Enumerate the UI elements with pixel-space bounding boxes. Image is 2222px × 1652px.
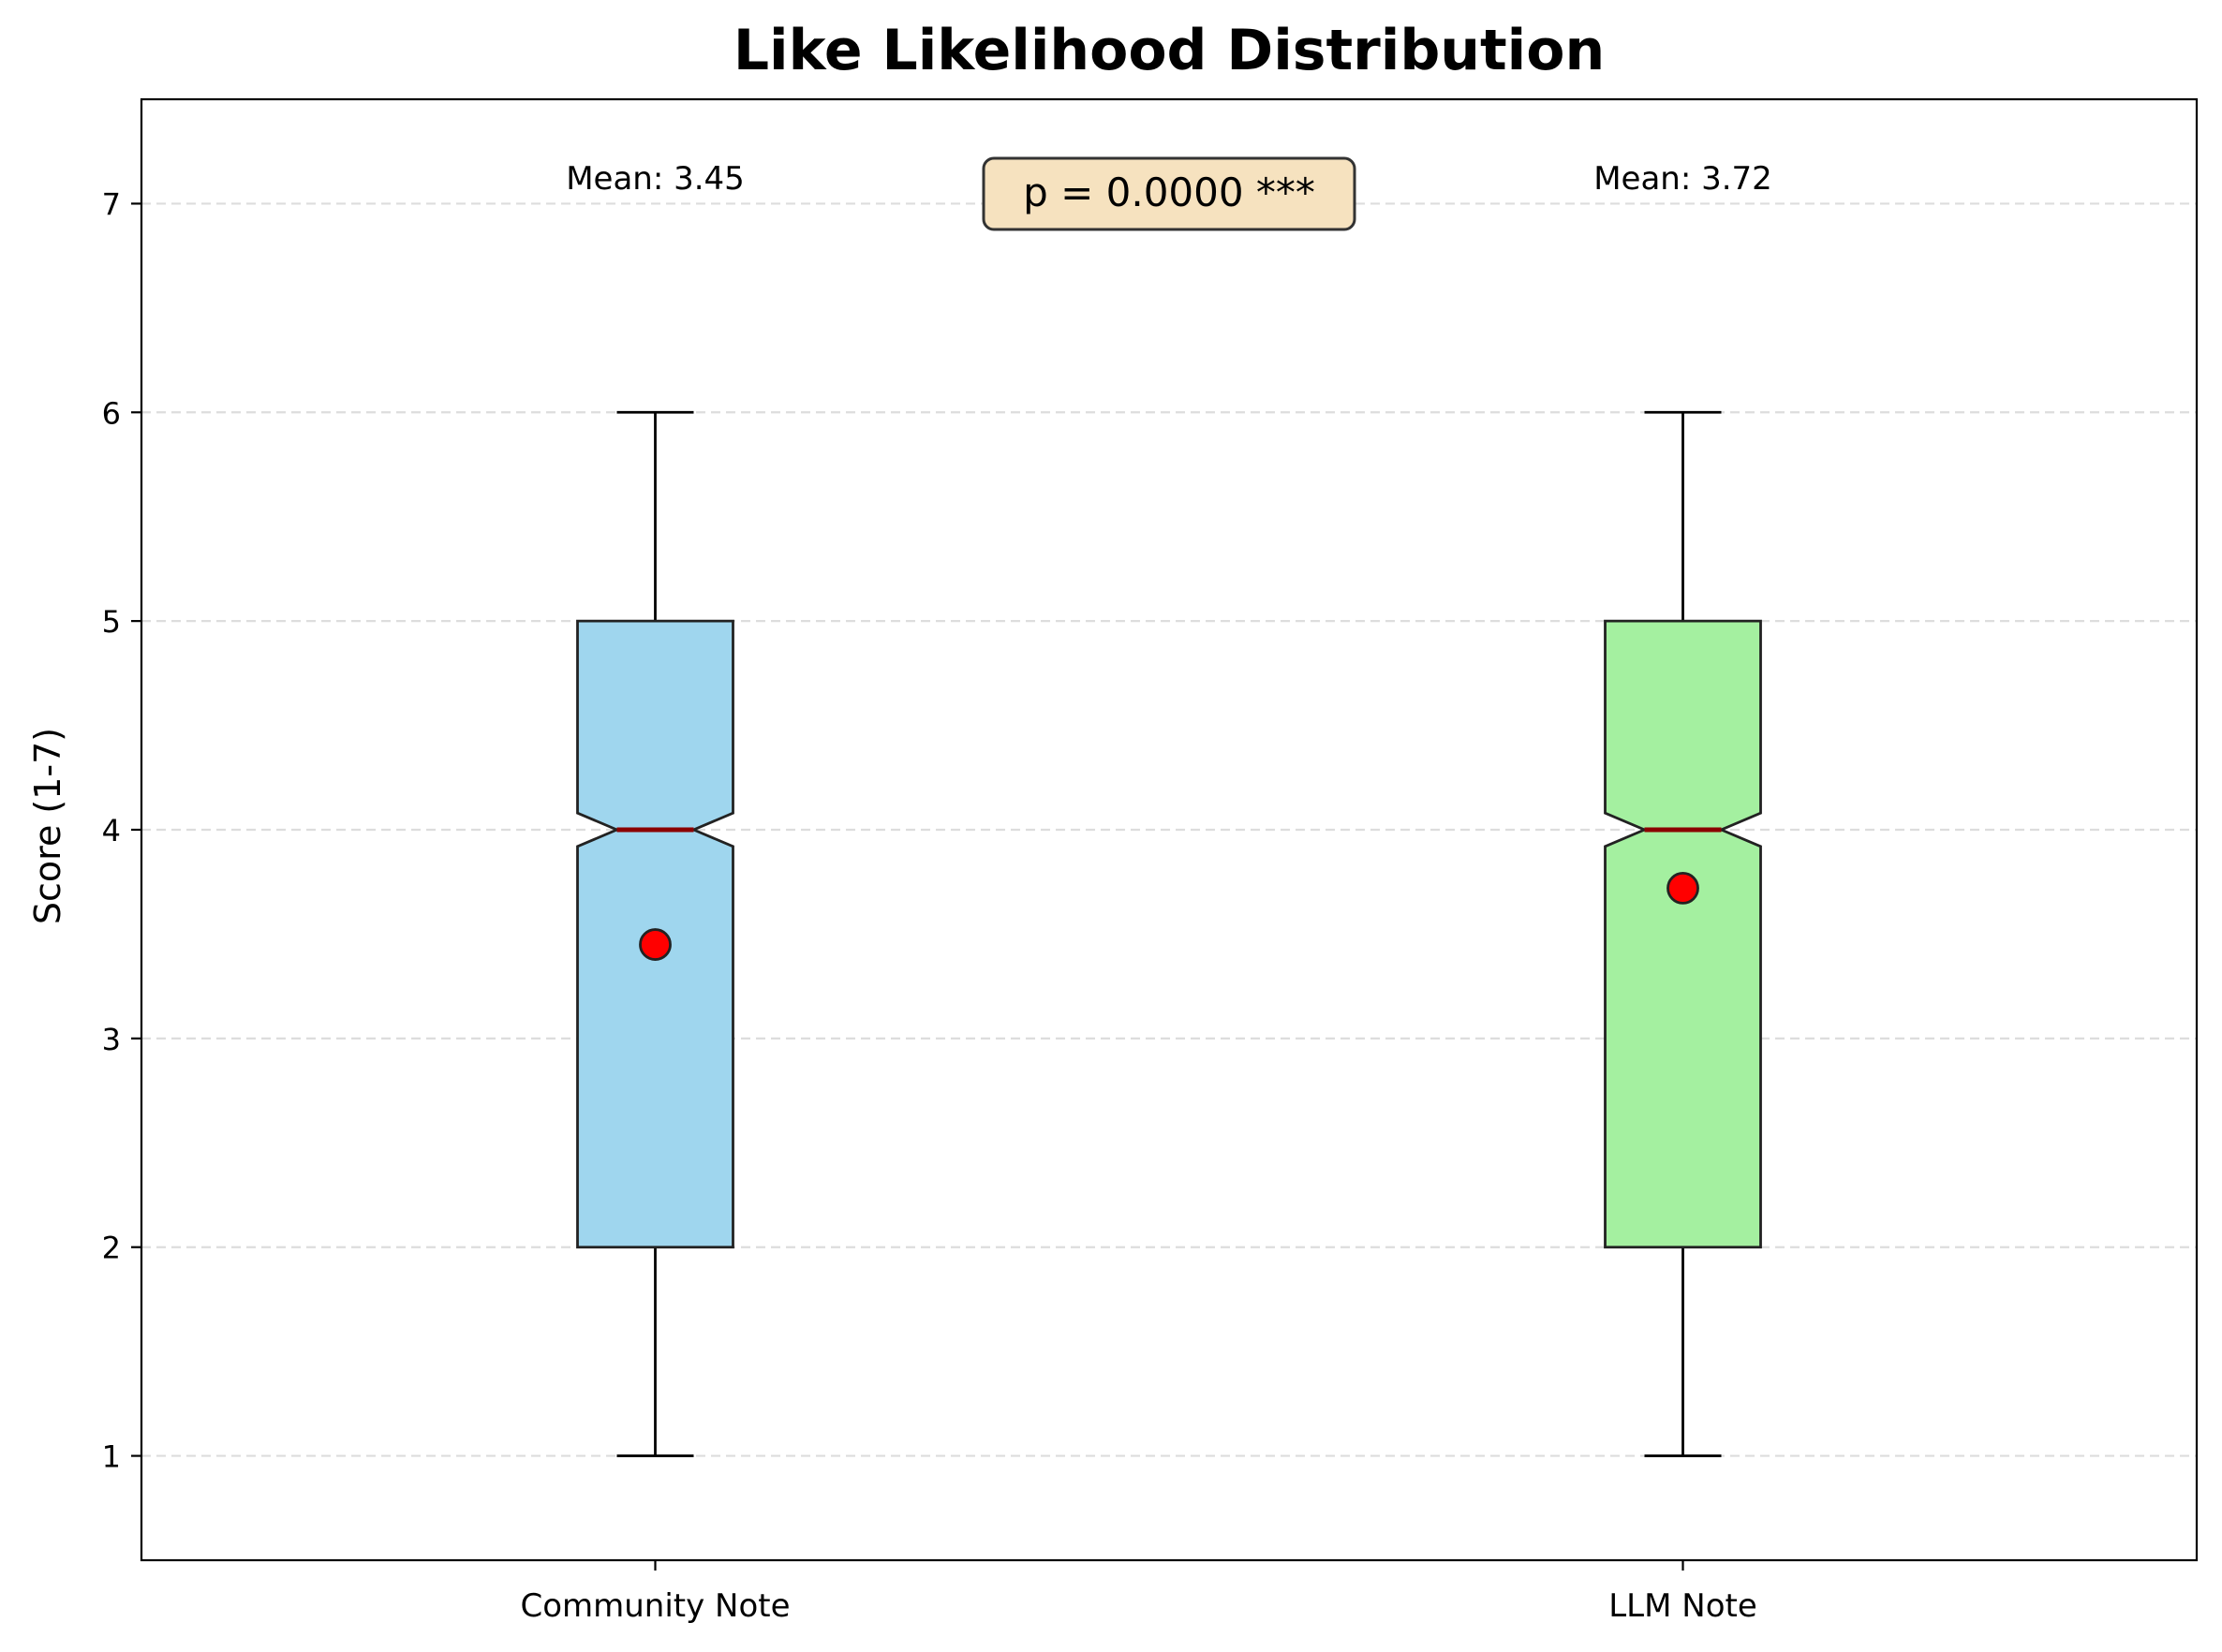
label-layer: Like Likelihood Distribution Score (1-7)… <box>27 18 1605 924</box>
mean-marker <box>639 928 672 961</box>
y-tick-label: 4 <box>102 813 121 848</box>
y-tick-label: 2 <box>102 1231 121 1266</box>
y-tick-label: 6 <box>102 395 121 431</box>
y-tick-label: 3 <box>102 1022 121 1057</box>
p-value-box <box>982 156 1356 231</box>
mean-label: Mean: 3.72 <box>1593 160 1772 198</box>
p-value-text: p = 0.0000 *** <box>1023 170 1315 215</box>
mean-marker <box>1666 872 1699 905</box>
chart-title: Like Likelihood Distribution <box>733 18 1605 83</box>
box-group: Mean: 3.45 <box>566 160 745 1457</box>
y-tick-label: 5 <box>102 604 121 640</box>
axis-layer: 1 2 3 4 5 6 7 Community Note LLM Note <box>102 186 1757 1625</box>
x-tick-label: LLM Note <box>1608 1587 1757 1625</box>
box-group: Mean: 3.72 <box>1593 160 1772 1457</box>
y-tick-label: 7 <box>102 186 121 222</box>
box-layer: Mean: 3.45 Mean: 3.72 <box>566 160 1772 1457</box>
y-axis-label: Score (1-7) <box>27 728 68 924</box>
y-tick-label: 1 <box>102 1439 121 1475</box>
x-tick-label: Community Note <box>520 1587 790 1625</box>
box-body <box>1604 619 1762 1249</box>
p-value-annotation: p = 0.0000 *** <box>982 156 1356 231</box>
mean-label: Mean: 3.45 <box>566 160 745 198</box>
